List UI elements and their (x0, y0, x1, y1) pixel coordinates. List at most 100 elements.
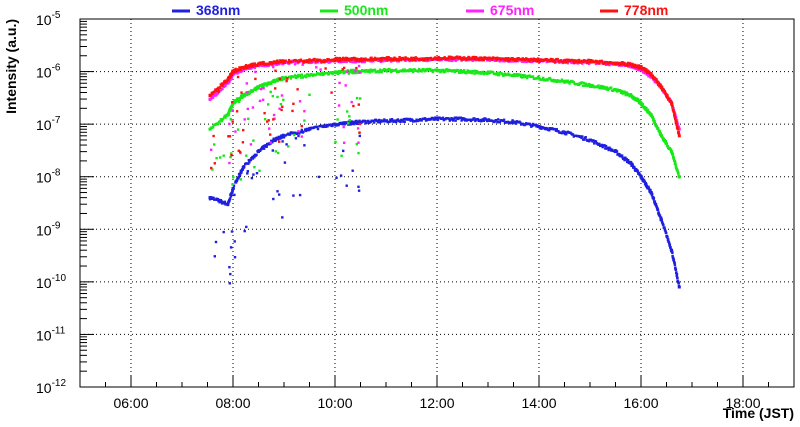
data-point (243, 229, 246, 233)
data-point (496, 71, 499, 74)
data-point (237, 175, 240, 179)
data-point (658, 129, 661, 133)
data-point (410, 118, 413, 122)
x-tick-label: 10:00 (317, 395, 352, 411)
series-368nm (208, 116, 681, 289)
data-point (607, 148, 610, 152)
data-point (214, 240, 218, 244)
data-point (352, 104, 355, 108)
data-point (481, 56, 485, 60)
data-point (449, 118, 452, 121)
data-point (644, 181, 647, 185)
y-tick-exponent: -11 (52, 325, 66, 336)
data-point (603, 144, 606, 147)
data-point (274, 150, 277, 153)
data-point (433, 118, 436, 121)
data-point (306, 73, 309, 76)
data-point (639, 101, 643, 105)
data-point (495, 58, 498, 62)
data-point (245, 162, 248, 165)
data-point (389, 58, 392, 62)
data-point (232, 68, 236, 72)
data-point (293, 131, 297, 134)
data-point (244, 66, 247, 69)
data-point (503, 72, 507, 75)
data-point (388, 120, 391, 123)
data-point (666, 94, 669, 97)
data-point (272, 118, 275, 121)
data-point (646, 73, 649, 76)
data-point (262, 87, 265, 90)
data-point (292, 60, 295, 64)
x-tick-label: 16:00 (623, 395, 658, 411)
data-point (357, 64, 361, 68)
data-point (347, 72, 350, 75)
data-point (300, 135, 303, 138)
data-point (284, 134, 287, 137)
data-point (218, 120, 221, 123)
data-point (486, 71, 490, 75)
data-point (667, 240, 671, 244)
data-point (494, 56, 497, 60)
data-point (429, 59, 432, 62)
data-point (472, 69, 475, 73)
data-point (274, 139, 277, 142)
data-point (519, 121, 522, 124)
data-point (348, 115, 351, 118)
y-tick-base: 10 (36, 12, 52, 28)
x-tick-labels: 06:00 08:00 10:00 12:00 14:00 16:00 18:00 (113, 395, 760, 411)
data-point (525, 75, 528, 78)
data-point (657, 81, 660, 84)
data-point (590, 85, 593, 89)
data-point (368, 71, 372, 74)
data-point (528, 60, 531, 63)
y-tick-base: 10 (36, 275, 52, 291)
data-point (248, 161, 251, 164)
data-point (677, 175, 681, 179)
data-point (674, 266, 677, 269)
data-point (429, 68, 432, 71)
data-point (431, 116, 434, 120)
data-point (215, 89, 218, 93)
data-point (308, 73, 311, 77)
data-point (223, 81, 227, 84)
data-point (585, 83, 588, 86)
data-point (623, 158, 626, 162)
data-point (401, 120, 405, 123)
data-point (652, 195, 655, 199)
data-point (672, 257, 675, 260)
data-point (245, 154, 248, 157)
data-point (221, 201, 225, 204)
data-point (645, 107, 648, 110)
data-point (497, 118, 500, 121)
y-tick-label: 10-10 (36, 273, 66, 291)
data-point (348, 58, 352, 61)
data-point (673, 262, 676, 265)
data-point (291, 109, 294, 113)
data-point (230, 152, 233, 155)
data-point (435, 56, 439, 60)
data-point (283, 161, 287, 164)
data-point (337, 71, 340, 74)
data-point (674, 268, 678, 271)
data-point (556, 58, 559, 61)
data-point (454, 119, 457, 122)
data-point (655, 125, 659, 128)
data-point (358, 71, 361, 74)
data-point (266, 81, 269, 84)
data-point (449, 55, 452, 58)
data-point (231, 101, 234, 104)
data-point (415, 118, 418, 121)
data-point (378, 57, 381, 61)
data-point (420, 70, 423, 73)
data-point (372, 121, 376, 124)
data-point (280, 134, 283, 137)
data-point (227, 111, 231, 115)
data-point (568, 82, 571, 85)
data-point (301, 63, 304, 66)
data-point (581, 62, 584, 65)
data-point (458, 71, 462, 74)
data-point (278, 193, 281, 196)
data-point (282, 134, 286, 138)
data-point (330, 91, 333, 94)
